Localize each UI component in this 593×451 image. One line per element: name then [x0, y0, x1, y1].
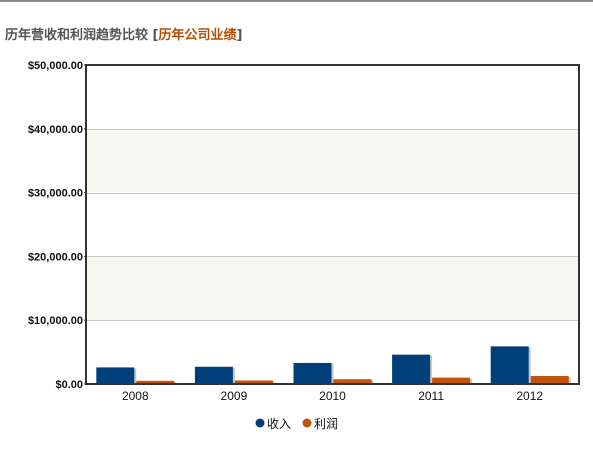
bar-revenue — [96, 367, 135, 384]
legend-label: 收入 — [267, 417, 291, 431]
legend: 收入 利润 — [255, 417, 338, 431]
legend-label: 利润 — [314, 417, 338, 431]
plot-band — [86, 192, 579, 257]
y-tick-label: $40,000.00 — [28, 124, 83, 136]
bar-profit — [333, 379, 372, 384]
bars — [96, 346, 571, 384]
bracket-close: ] — [236, 28, 243, 43]
y-axis-ticks: $0.00 $10,000.00 $20,000.00 $30,000.00 $40,0… — [28, 60, 86, 391]
legend-marker — [302, 418, 312, 428]
x-tick-label: 2009 — [221, 389, 248, 403]
y-tick-label: $10,000.00 — [28, 315, 83, 327]
bar-revenue — [490, 346, 529, 384]
company-performance-link[interactable]: 历年公司业绩 — [158, 28, 237, 43]
bar-profit — [530, 376, 569, 384]
bar-profit — [234, 380, 273, 384]
plot-band — [86, 65, 579, 129]
plot-frame — [85, 64, 580, 385]
bar-revenue — [194, 366, 233, 384]
y-tick-label: $20,000.00 — [28, 251, 83, 263]
bar-profit — [136, 380, 175, 384]
bar-revenue — [392, 354, 431, 384]
y-tick-label: $50,000.00 — [28, 60, 83, 72]
x-axis-ticks: 2008 2009 2010 2011 2012 — [122, 389, 543, 403]
top-divider — [0, 0, 593, 2]
legend-marker — [255, 418, 265, 428]
y-tick-label: $30,000.00 — [28, 188, 83, 200]
gridlines — [86, 129, 579, 321]
chart-heading: 历年营收和利润趋势比较 [历年公司业绩] — [5, 27, 242, 45]
x-tick-label: 2011 — [418, 389, 444, 403]
bar-profit — [432, 377, 471, 384]
x-tick-label: 2008 — [122, 389, 149, 403]
bar-revenue — [293, 362, 332, 384]
x-tick-label: 2012 — [516, 389, 543, 403]
plot-band — [86, 256, 579, 321]
bracket-open: [ — [152, 28, 159, 43]
y-tick-label: $0.00 — [55, 379, 83, 391]
chart-title: 历年营收和利润趋势比较 — [5, 28, 149, 43]
x-tick-label: 2010 — [319, 389, 346, 403]
plot-band — [86, 128, 579, 193]
plot-bands — [86, 65, 579, 384]
